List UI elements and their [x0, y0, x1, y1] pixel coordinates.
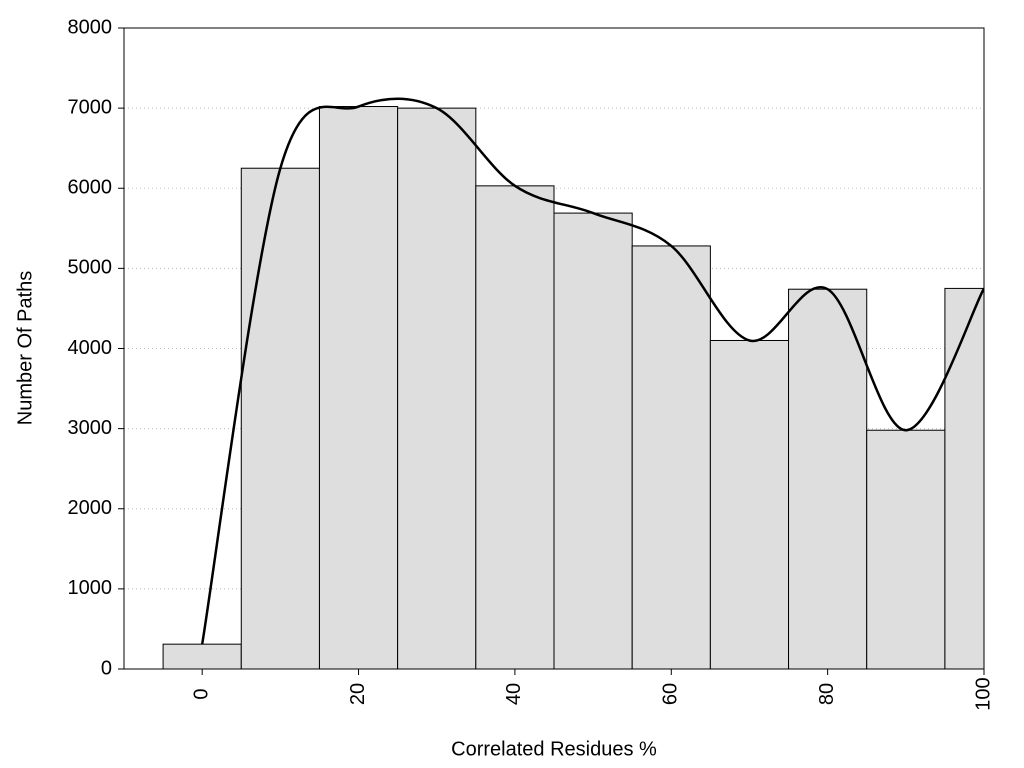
bar	[788, 288, 868, 669]
plot-area	[162, 97, 984, 669]
x-tick-label: 20	[347, 683, 369, 705]
y-tick-label: 0	[101, 657, 112, 679]
x-tick-label: 60	[660, 683, 682, 705]
y-tick-label: 2000	[68, 497, 113, 519]
x-tick-label: 100	[972, 677, 994, 710]
bar	[553, 212, 633, 669]
smooth-curve	[200, 97, 984, 645]
bar	[318, 106, 399, 669]
bar	[397, 107, 477, 669]
bar	[631, 245, 711, 669]
bar	[866, 429, 946, 669]
bar	[240, 167, 320, 669]
x-tick-label: 80	[816, 683, 838, 705]
bar	[162, 643, 242, 669]
y-tick-label: 1000	[68, 577, 113, 599]
x-axis-label: Correlated Residues %	[451, 738, 657, 760]
y-tick-label: 3000	[68, 417, 113, 439]
plot-frame	[123, 27, 985, 670]
bar	[709, 339, 790, 669]
y-axis-label: Number Of Paths	[14, 271, 36, 426]
bar	[944, 287, 984, 669]
y-tick-label: 4000	[68, 337, 113, 359]
x-tick-label: 40	[503, 683, 525, 705]
y-tick-label: 5000	[68, 257, 113, 279]
x-tick-label: 0	[190, 688, 212, 699]
y-tick-label: 8000	[68, 16, 113, 38]
y-tick-label: 6000	[68, 177, 113, 199]
y-tick-label: 7000	[68, 96, 113, 118]
bar	[475, 185, 555, 669]
